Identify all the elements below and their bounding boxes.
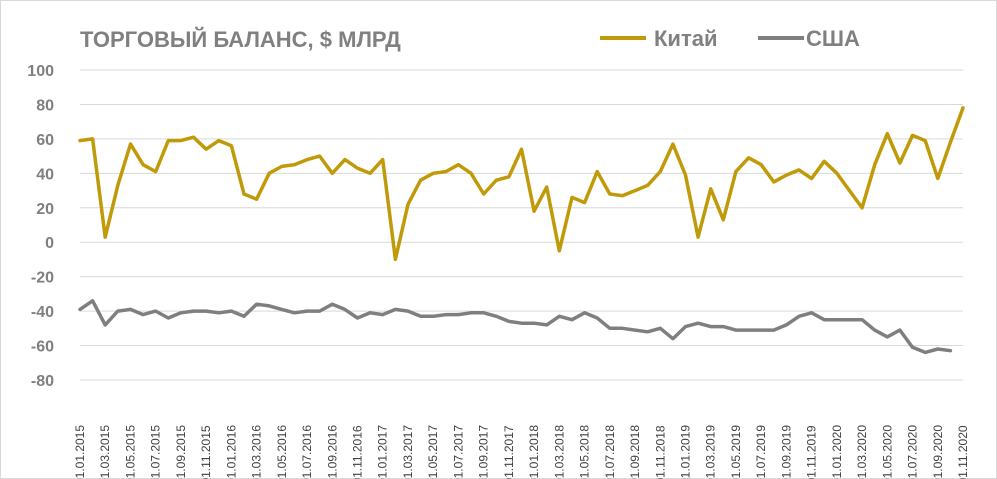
x-tick-label: 01.03.2020 xyxy=(855,425,869,479)
x-tick-label: 01.01.2018 xyxy=(527,425,541,479)
x-tick-label: 01.09.2020 xyxy=(931,425,945,479)
legend-label: США xyxy=(806,26,860,51)
x-tick-label: 01.11.2020 xyxy=(956,425,970,479)
x-tick-label: 01.03.2019 xyxy=(704,425,718,479)
x-tick-label: 01.01.2020 xyxy=(830,425,844,479)
y-tick-label: -20 xyxy=(31,270,54,287)
x-tick-label: 01.05.2016 xyxy=(275,425,289,479)
x-tick-label: 01.07.2019 xyxy=(754,425,768,479)
y-axis-ticks: 100 80 60 40 20 0 -20 -40 -60 -80 xyxy=(27,63,54,390)
series-line-usa xyxy=(78,299,953,355)
x-tick-label: 01.03.2016 xyxy=(250,425,264,479)
x-tick-label: 01.07.2017 xyxy=(451,425,465,479)
x-tick-label: 01.11.2017 xyxy=(502,425,516,479)
x-tick-label: 01.01.2019 xyxy=(678,425,692,479)
x-tick-label: 01.01.2015 xyxy=(73,425,87,479)
x-tick-label: 01.09.2017 xyxy=(477,425,491,479)
gridlines xyxy=(80,69,963,381)
x-tick-label: 01.07.2015 xyxy=(149,425,163,479)
x-tick-label: 01.07.2016 xyxy=(300,425,314,479)
y-tick-label: -80 xyxy=(31,373,54,390)
y-tick-label: 80 xyxy=(36,97,54,114)
x-tick-label: 01.11.2018 xyxy=(653,425,667,479)
x-tick-label: 01.09.2018 xyxy=(628,425,642,479)
x-tick-label: 01.05.2019 xyxy=(729,425,743,479)
x-tick-label: 01.01.2017 xyxy=(376,425,390,479)
x-tick-label: 01.05.2017 xyxy=(426,425,440,479)
x-tick-label: 01.05.2015 xyxy=(123,425,137,479)
x-tick-label: 01.07.2018 xyxy=(603,425,617,479)
x-tick-label: 01.11.2016 xyxy=(351,425,365,479)
x-tick-label: 01.03.2017 xyxy=(401,425,415,479)
x-tick-label: 01.09.2019 xyxy=(779,425,793,479)
x-tick-label: 01.01.2016 xyxy=(224,425,238,479)
x-tick-label: 01.03.2015 xyxy=(98,425,112,479)
y-tick-label: 100 xyxy=(27,63,54,80)
legend: Китай США xyxy=(600,26,860,51)
x-tick-label: 01.05.2018 xyxy=(578,425,592,479)
legend-label: Китай xyxy=(654,26,718,51)
y-tick-label: 20 xyxy=(36,201,54,218)
y-tick-label: 40 xyxy=(36,166,54,183)
x-axis-ticks: 01.01.2015 01.03.2015 01.05.2015 01.07.2015… xyxy=(73,425,970,479)
x-tick-label: 01.03.2018 xyxy=(552,425,566,479)
y-tick-label: 60 xyxy=(36,132,54,149)
chart-title: ТОРГОВЫЙ БАЛАНС, $ МЛРД xyxy=(80,27,401,52)
x-tick-label: 01.09.2015 xyxy=(174,425,188,479)
x-tick-label: 01.07.2020 xyxy=(906,425,920,479)
x-tick-label: 01.11.2015 xyxy=(199,425,213,479)
y-tick-label: -60 xyxy=(31,339,54,356)
y-tick-label: 0 xyxy=(45,235,54,252)
series-lines xyxy=(78,106,965,355)
y-tick-label: -40 xyxy=(31,304,54,321)
x-tick-label: 01.09.2016 xyxy=(325,425,339,479)
x-tick-label: 01.05.2020 xyxy=(880,425,894,479)
series-line-china xyxy=(78,106,965,262)
x-tick-label: 01.11.2019 xyxy=(805,425,819,479)
